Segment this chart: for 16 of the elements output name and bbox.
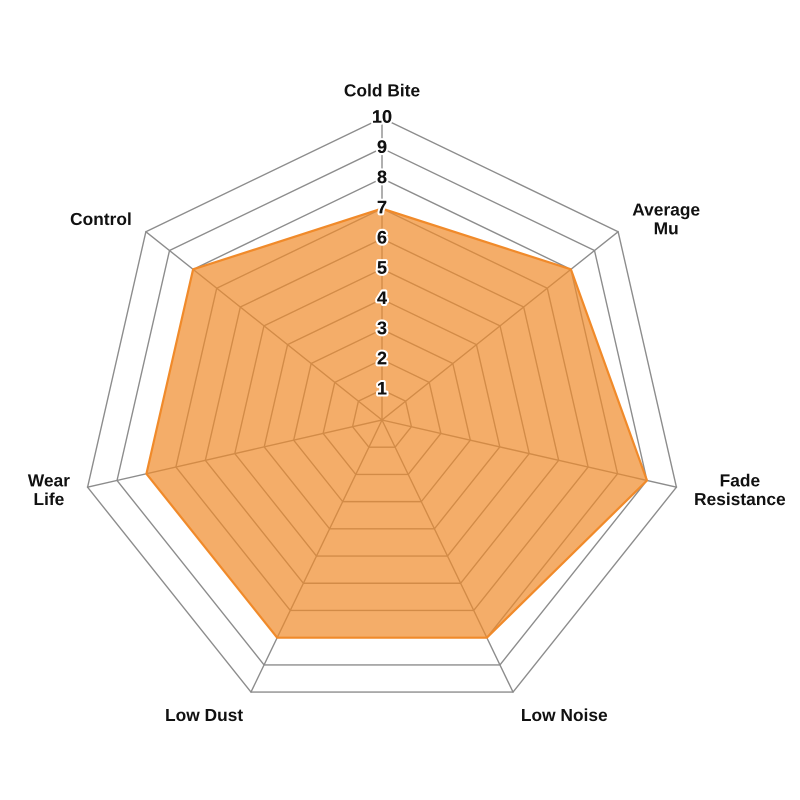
- spoke-label: Fade Resistance: [695, 474, 786, 506]
- y-tick-label: 6: [378, 230, 386, 244]
- y-tick-label: 2: [378, 352, 386, 364]
- spoke-label: Control: [70, 212, 131, 226]
- spoke-label: Wear Life: [28, 474, 70, 506]
- spoke-label: Average Mu: [632, 204, 700, 234]
- y-tick-label: 8: [378, 170, 386, 184]
- y-tick-label: 3: [377, 321, 386, 334]
- spoke-label: Cold Bite: [344, 84, 420, 97]
- y-tick-label: 4: [377, 291, 387, 304]
- spoke-label: Low Noise: [522, 708, 608, 722]
- y-tick-label: 10: [373, 110, 392, 123]
- spoke-label: Low Dust: [166, 709, 243, 722]
- y-tick-label: 9: [378, 140, 386, 154]
- y-tick-label: 1: [378, 382, 387, 394]
- y-tick-label: 5: [378, 261, 387, 274]
